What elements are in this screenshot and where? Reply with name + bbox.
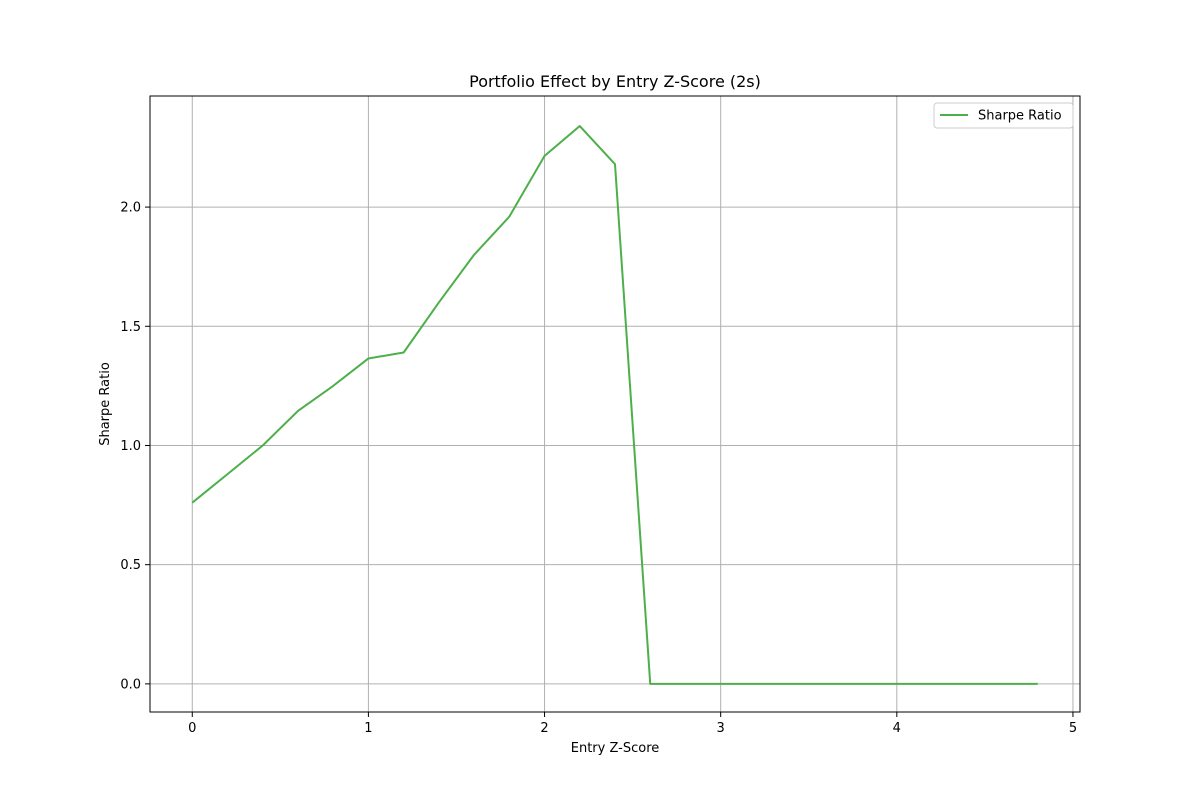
legend: Sharpe Ratio (933, 102, 1074, 129)
legend-box (933, 102, 1074, 129)
chart-title: Portfolio Effect by Entry Z-Score (2s) (469, 72, 761, 91)
x-tick-label: 1 (364, 721, 372, 736)
x-tick-label: 4 (893, 721, 901, 736)
x-tick-label: 5 (1069, 721, 1077, 736)
legend-label-sharpe-ratio: Sharpe Ratio (978, 109, 1062, 124)
y-tick-label: 1.5 (120, 320, 141, 335)
x-tick-label: 0 (188, 721, 196, 736)
y-tick-label: 2.0 (120, 201, 141, 216)
y-axis-label: Sharpe Ratio (98, 362, 113, 446)
plot-frame (149, 95, 1081, 713)
y-tick-label: 1.0 (120, 439, 141, 454)
y-tick-label: 0.0 (120, 677, 141, 692)
grid (150, 96, 1080, 712)
series-layer (191, 125, 1038, 685)
ticks: 0 1 2 3 4 5 0.0 0.5 1.0 1.5 2.0 (120, 201, 1077, 736)
x-axis-label: Entry Z-Score (571, 741, 660, 756)
x-tick-label: 2 (540, 721, 548, 736)
x-tick-label: 3 (717, 721, 725, 736)
y-tick-label: 0.5 (120, 558, 141, 573)
